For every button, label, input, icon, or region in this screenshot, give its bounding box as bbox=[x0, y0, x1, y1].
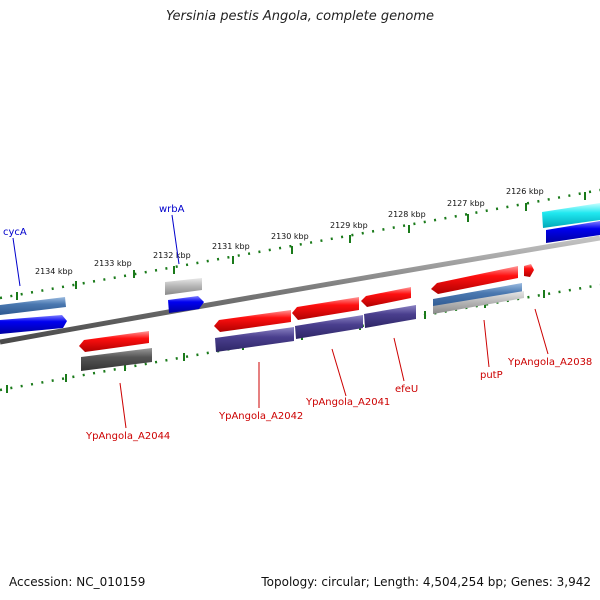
gene-feature-cyca bbox=[0, 315, 67, 334]
gene-feature-a2042 bbox=[214, 310, 291, 332]
leader-lines bbox=[12, 214, 549, 429]
gene-feature-cyca-upper bbox=[0, 297, 66, 315]
gene-feature-cyan bbox=[542, 203, 600, 228]
leader-a2041 bbox=[331, 348, 347, 397]
genome-summary-text: Topology: circular; Length: 4,504,254 bp… bbox=[261, 575, 591, 589]
gene-label-a2041: YpAngola_A2041 bbox=[305, 397, 390, 408]
leader-wrba bbox=[171, 214, 180, 265]
gene-feature-a2044-lower bbox=[81, 348, 152, 371]
outer-tick-track bbox=[0, 188, 600, 300]
gene-label-cyca: cycA bbox=[3, 227, 27, 238]
gene-feature-a2042-lower bbox=[215, 327, 294, 352]
leader-a2038 bbox=[534, 308, 549, 355]
reverse-features bbox=[79, 264, 534, 371]
gene-feature-a2041 bbox=[292, 297, 359, 320]
gene-labels: cycA wrbA YpAngola_A2044 YpAngola_A2042 … bbox=[3, 204, 592, 442]
kbp-label: 2130 kbp bbox=[271, 232, 309, 241]
gene-feature-putp bbox=[431, 266, 518, 294]
gene-label-efeu: efeU bbox=[395, 384, 418, 395]
kbp-label: 2131 kbp bbox=[212, 242, 250, 251]
gene-feature-a2044 bbox=[79, 331, 149, 352]
gene-feature-wrba bbox=[168, 296, 204, 313]
gene-label-a2042: YpAngola_A2042 bbox=[218, 411, 303, 422]
kbp-label: 2134 kbp bbox=[35, 267, 73, 276]
leader-putp bbox=[483, 319, 490, 368]
gene-label-putp: putP bbox=[480, 370, 503, 381]
kbp-labels: 2134 kbp 2133 kbp 2132 kbp 2131 kbp 2130… bbox=[35, 187, 544, 276]
kbp-label: 2129 kbp bbox=[330, 221, 368, 230]
gene-feature-a2041-lower bbox=[295, 315, 363, 339]
gene-feature-putp-lower-2 bbox=[433, 291, 524, 314]
kbp-label: 2127 kbp bbox=[447, 199, 485, 208]
leader-a2044 bbox=[119, 382, 127, 429]
gene-feature-efeu-lower bbox=[364, 305, 416, 328]
gene-feature-efeu bbox=[361, 287, 411, 307]
map-title: Yersinia pestis Angola, complete genome bbox=[166, 9, 434, 24]
major-ticks-outer bbox=[16, 192, 586, 300]
gene-feature-putp-lower bbox=[433, 283, 522, 308]
genome-backbone bbox=[0, 235, 600, 345]
leader-cyca bbox=[12, 237, 21, 287]
kbp-label: 2133 kbp bbox=[94, 259, 132, 268]
leader-efeu bbox=[393, 337, 405, 382]
kbp-label: 2128 kbp bbox=[388, 210, 426, 219]
kbp-label: 2132 kbp bbox=[153, 251, 191, 260]
gene-feature-a2038 bbox=[524, 264, 534, 277]
forward-features bbox=[0, 203, 600, 334]
gene-feature-wrba-upper bbox=[165, 278, 202, 295]
gene-label-a2038: YpAngola_A2038 bbox=[507, 357, 592, 368]
gene-feature-blue-right bbox=[546, 221, 600, 243]
gene-label-a2044: YpAngola_A2044 bbox=[85, 431, 170, 442]
gene-label-wrba: wrbA bbox=[159, 204, 185, 215]
kbp-label: 2126 kbp bbox=[506, 187, 544, 196]
accession-text: Accession: NC_010159 bbox=[9, 575, 146, 589]
